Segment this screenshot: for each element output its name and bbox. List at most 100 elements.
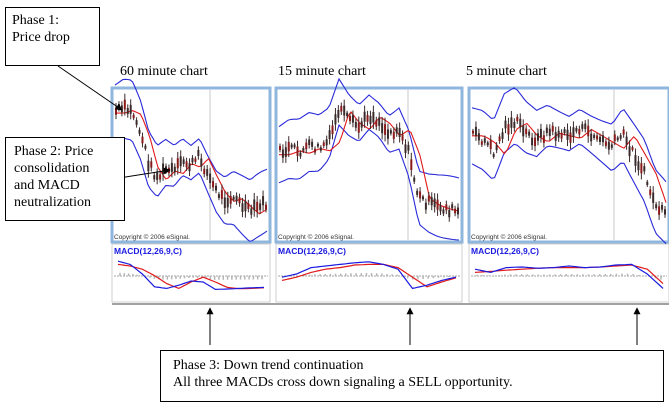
- candle-body: [299, 152, 302, 157]
- candle-body: [150, 161, 153, 168]
- candle-body: [170, 162, 173, 172]
- candle-body: [200, 158, 203, 167]
- candle-body: [311, 141, 314, 147]
- macd-label-2: MACD(12,26,9,C): [471, 246, 539, 256]
- candle-body: [404, 144, 407, 153]
- callout-phase1: Phase 1: Price drop: [5, 7, 100, 66]
- candle-body: [616, 137, 619, 141]
- candle-body: [433, 198, 436, 208]
- candle-body: [129, 104, 132, 114]
- candle-body: [366, 115, 369, 122]
- candle-body: [531, 137, 534, 146]
- macd-panel-2: [468, 243, 669, 303]
- candle-body: [619, 135, 622, 139]
- candle-body: [625, 136, 628, 145]
- candle-body: [191, 157, 194, 163]
- candle-body: [287, 141, 290, 152]
- candle-body: [296, 146, 299, 156]
- candle-body: [378, 117, 381, 126]
- candle-body: [375, 120, 378, 127]
- candle-body: [343, 105, 346, 116]
- candle-body: [427, 195, 430, 202]
- candle-body: [413, 177, 416, 182]
- candle-body: [284, 147, 287, 157]
- candle-body: [331, 125, 334, 135]
- candle-body: [661, 205, 664, 210]
- candle-body: [389, 130, 392, 134]
- macd-line-2: [474, 263, 664, 289]
- candle-body: [244, 200, 247, 212]
- callout-phase3: Phase 3: Down trend continuation All thr…: [160, 350, 664, 402]
- candle-body: [430, 197, 433, 206]
- candle-body: [262, 196, 265, 206]
- callout-phase1-line2: Price drop: [12, 30, 70, 45]
- candle-body: [334, 114, 337, 125]
- candle-body: [477, 133, 480, 141]
- callout-phase1-line1: Phase 1:: [12, 13, 60, 28]
- candle-body: [664, 209, 666, 215]
- candle-body: [451, 204, 454, 209]
- candle-body: [448, 209, 451, 218]
- candle-body: [445, 204, 448, 211]
- copyright-label-1: Copyright © 2006 eSignal.: [278, 233, 354, 241]
- candle-body: [525, 128, 528, 135]
- candle-body: [147, 160, 150, 172]
- candle-body: [522, 125, 525, 137]
- callout-phase2-line1: Phase 2: Price: [14, 144, 94, 159]
- arrow-0: [57, 65, 123, 111]
- candle-body: [539, 128, 542, 138]
- candle-body: [581, 124, 584, 129]
- callout-phase3-line1: Phase 3: Down trend continuation: [173, 358, 364, 373]
- candle-body: [528, 131, 531, 136]
- candle-body: [607, 141, 610, 150]
- candle-body: [489, 140, 492, 150]
- candle-body: [293, 144, 296, 148]
- candle-body: [495, 145, 498, 151]
- candle-body: [156, 172, 159, 180]
- candle-body: [354, 121, 357, 128]
- candle-body: [604, 141, 607, 146]
- candle-body: [613, 134, 616, 142]
- candle-body: [631, 147, 634, 150]
- candle-body: [628, 146, 631, 157]
- candle-body: [542, 135, 545, 143]
- candle-body: [135, 120, 138, 125]
- candle-body: [513, 121, 516, 129]
- candle-body: [419, 191, 422, 199]
- candle-body: [369, 115, 372, 124]
- candle-body: [247, 203, 250, 209]
- candle-body: [457, 207, 459, 215]
- candle-body: [250, 208, 253, 215]
- macd-line-1: [281, 261, 457, 290]
- candle-body: [421, 196, 424, 200]
- candle-body: [622, 129, 625, 135]
- callout-phase2-line3: and MACD: [14, 178, 80, 193]
- bollinger-lower-0: [114, 137, 268, 242]
- candle-body: [346, 112, 349, 116]
- candle-body: [386, 129, 389, 139]
- candle-body: [123, 99, 126, 110]
- candle-body: [578, 128, 581, 135]
- candle-body: [439, 205, 442, 212]
- candle-body: [551, 125, 554, 132]
- macd-label-1: MACD(12,26,9,C): [278, 246, 346, 256]
- candle-body: [314, 148, 317, 153]
- macd-panel-1: [275, 243, 463, 303]
- candle-body: [557, 130, 560, 138]
- candle-body: [115, 107, 117, 115]
- candle-body: [372, 112, 375, 123]
- candle-body: [226, 197, 229, 208]
- callout-phase2: Phase 2: Price consolidation and MACD ne…: [5, 137, 125, 221]
- candle-body: [398, 127, 401, 138]
- candle-body: [141, 136, 144, 144]
- copyright-label-0: Copyright © 2006 eSignal.: [114, 233, 190, 241]
- candle-body: [209, 173, 212, 184]
- candle-body: [507, 124, 510, 135]
- candle-body: [658, 206, 661, 215]
- candle-body: [120, 105, 123, 113]
- candle-body: [410, 159, 413, 171]
- candle-body: [416, 190, 419, 195]
- candle-body: [590, 133, 593, 142]
- candle-body: [536, 133, 539, 141]
- candle-body: [281, 149, 284, 158]
